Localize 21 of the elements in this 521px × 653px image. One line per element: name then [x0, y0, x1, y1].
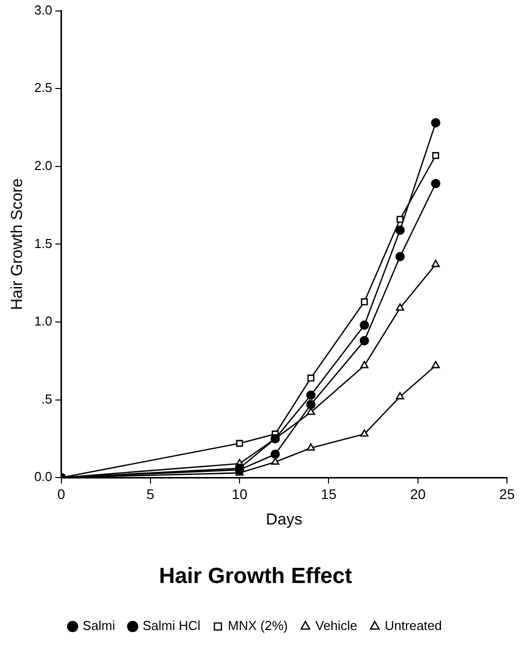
y-axis-title: Hair Growth Score [9, 178, 26, 310]
legend-label: Vehicle [315, 618, 358, 634]
x-tick-label: 15 [320, 486, 337, 502]
y-tick-label: 1.0 [34, 314, 52, 329]
x-tick-label: 25 [499, 486, 515, 502]
legend-label: Salmi HCl [142, 618, 201, 634]
x-tick-label: 0 [57, 486, 66, 502]
legend-label: Untreated [384, 618, 442, 634]
x-axis-title: Days [266, 511, 302, 528]
y-tick-label: .5 [41, 391, 52, 406]
y-tick-label: 2.0 [34, 158, 52, 173]
x-tick-label: 10 [232, 486, 248, 502]
legend-label: Salmi [82, 618, 116, 634]
text: Hair Growth Effect [158, 562, 353, 588]
y-tick-label: 1.5 [34, 236, 52, 251]
legend-label: MNX (2%) [228, 618, 288, 634]
y-tick-label: 0.0 [34, 469, 52, 484]
y-tick-label: 2.5 [34, 80, 52, 96]
x-tick-label: 20 [410, 486, 426, 502]
x-tick-label: 5 [146, 486, 155, 502]
y-tick-label: 3.0 [34, 2, 52, 18]
